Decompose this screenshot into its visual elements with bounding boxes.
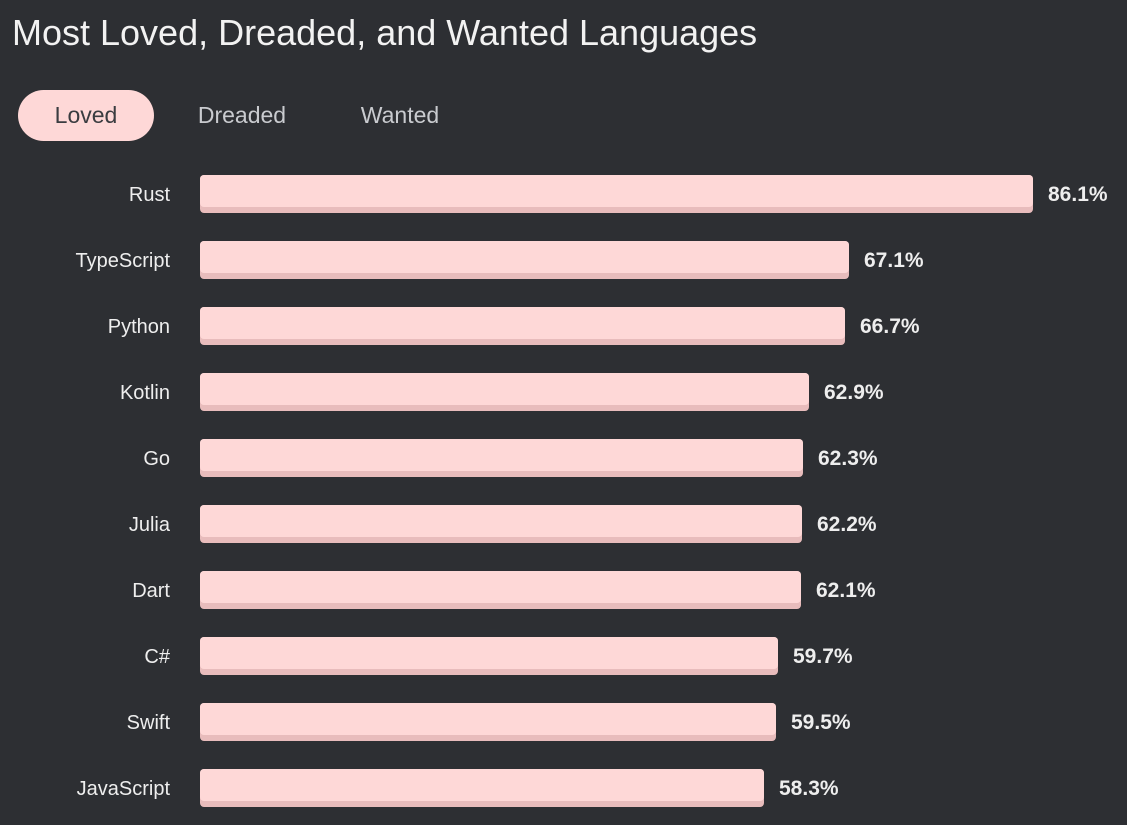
category-label: Kotlin [120,382,170,404]
bar [200,769,764,801]
value-label: 62.3% [818,447,878,470]
bar-row: C# 59.7% [144,637,853,675]
category-label: Go [143,448,170,470]
bar-row: TypeScript 67.1% [76,241,924,279]
tab-dreaded[interactable]: Dreaded [197,102,287,128]
value-label: 59.7% [793,645,853,668]
value-label: 62.2% [817,513,877,536]
bar-row: Kotlin 62.9% [120,373,884,411]
bar-row: Swift 59.5% [127,703,851,741]
value-label: 66.7% [860,315,920,338]
bar [200,439,803,471]
bar [200,637,778,669]
bar [200,703,776,735]
tab-wanted[interactable]: Wanted [360,102,440,128]
page-title: Most Loved, Dreaded, and Wanted Language… [12,12,758,53]
tab-loved[interactable]: Loved [18,90,154,141]
bar [200,571,801,603]
bar-row: JavaScript 58.3% [77,769,839,807]
value-label: 62.9% [824,381,884,404]
bar [200,307,845,339]
value-label: 58.3% [779,777,839,800]
category-label: C# [144,646,170,668]
bar-row: Julia 62.2% [129,505,877,543]
bar [200,241,849,273]
bar-row: Rust 86.1% [129,175,1108,213]
category-label: Swift [127,712,171,734]
value-label: 62.1% [816,579,876,602]
category-label: Julia [129,514,171,536]
category-label: Rust [129,184,171,206]
category-label: JavaScript [77,778,171,800]
category-label: TypeScript [76,250,171,272]
bar-row: Go 62.3% [143,439,878,477]
bar [200,175,1033,207]
bar [200,373,809,405]
bar-row: Dart 62.1% [132,571,876,609]
category-label: Python [108,316,170,338]
value-label: 59.5% [791,711,851,734]
bar-chart: Rust 86.1% TypeScript 67.1% Python 66.7% Kotli… [76,175,1108,807]
category-label: Dart [132,580,170,602]
value-label: 67.1% [864,249,924,272]
bar-row: Python 66.7% [108,307,920,345]
value-label: 86.1% [1048,183,1108,206]
tab-bar: Loved Dreaded Wanted [18,90,476,141]
bar [200,505,802,537]
